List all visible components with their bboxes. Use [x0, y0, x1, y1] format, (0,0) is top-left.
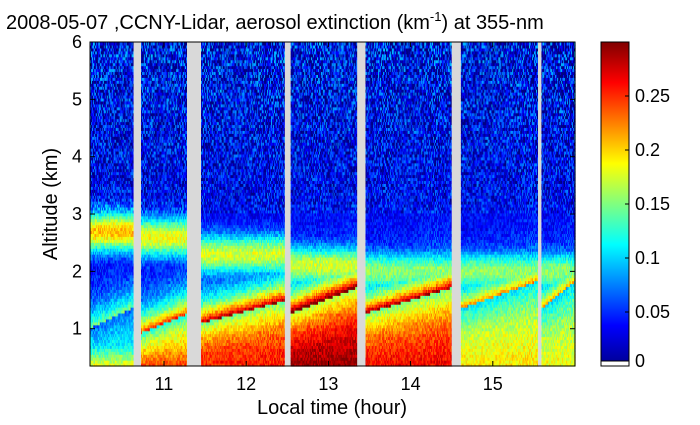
heatmap-segment [90, 42, 134, 367]
title-main: 2008-05-07 ,CCNY-Lidar, aerosol extincti… [6, 12, 430, 34]
title-suffix: ) at 355-nm [441, 12, 543, 34]
plot-area [90, 42, 576, 367]
title-superscript: -1 [430, 9, 442, 24]
chart-title: 2008-05-07 ,CCNY-Lidar, aerosol extincti… [6, 9, 544, 34]
